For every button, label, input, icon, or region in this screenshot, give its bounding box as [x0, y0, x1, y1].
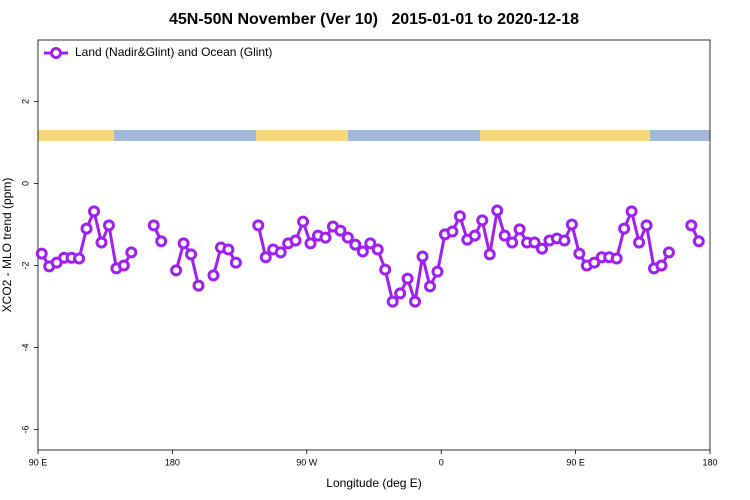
- data-point: [565, 218, 578, 231]
- x-tick-label: 180: [702, 457, 717, 467]
- data-point: [573, 247, 586, 260]
- data-point: [483, 248, 496, 261]
- x-tick-label: 90 E: [566, 457, 585, 467]
- y-tick-label: 0: [20, 181, 30, 186]
- data-point: [625, 205, 638, 218]
- land-ocean-strip: [38, 130, 710, 141]
- data-point: [409, 295, 422, 308]
- data-point: [453, 210, 466, 223]
- data-point: [685, 219, 698, 232]
- data-point: [304, 237, 317, 250]
- data-point: [102, 219, 115, 232]
- data-point: [468, 229, 481, 242]
- y-axis-label: XCO2 - MLO trend (ppm): [0, 178, 14, 313]
- data-point: [155, 235, 168, 248]
- data-point: [431, 265, 444, 278]
- data-point: [476, 214, 489, 227]
- data-point: [185, 248, 198, 261]
- data-point: [364, 237, 377, 250]
- data-point: [80, 222, 93, 235]
- data-point: [371, 243, 384, 256]
- series-line: [174, 241, 200, 286]
- data-point: [498, 229, 511, 242]
- data-point: [229, 256, 242, 269]
- data-point: [297, 215, 310, 228]
- data-point: [88, 205, 100, 218]
- data-point: [588, 256, 601, 269]
- data-point: [424, 280, 436, 293]
- data-point: [536, 242, 548, 255]
- data-point: [170, 264, 183, 277]
- data-point: [125, 246, 138, 259]
- data-point: [394, 287, 407, 300]
- data-point: [73, 252, 86, 265]
- chart-title: 45N-50N November (Ver 10) 2015-01-01 to …: [169, 11, 579, 28]
- data-point: [207, 269, 220, 282]
- data-point: [513, 223, 526, 236]
- data-point: [401, 272, 414, 285]
- x-tick-label: 90 W: [296, 457, 318, 467]
- plot-frame: [37, 39, 711, 451]
- data-point: [319, 231, 332, 244]
- data-point: [334, 224, 347, 237]
- data-point: [640, 219, 653, 232]
- data-point: [446, 225, 459, 238]
- data-point: [341, 231, 354, 244]
- legend-label: Land (Nadir&Glint) and Ocean (Glint): [75, 45, 272, 59]
- land: [38, 130, 114, 141]
- data-point: [662, 246, 675, 259]
- data-point: [95, 236, 108, 249]
- data-point: [633, 236, 646, 249]
- land: [256, 130, 348, 141]
- x-tick-label: 180: [165, 457, 180, 467]
- data-point: [528, 236, 541, 249]
- data-point: [610, 252, 623, 265]
- data-point: [147, 219, 160, 232]
- x-axis-label: Longitude (deg E): [326, 476, 421, 490]
- land: [480, 130, 650, 141]
- x-tick-label: 90 E: [29, 457, 48, 467]
- data-point: [692, 235, 705, 248]
- data-point: [252, 219, 265, 232]
- data-point: [222, 243, 235, 256]
- ocean: [38, 130, 710, 141]
- data-point: [274, 246, 287, 259]
- data-point: [35, 247, 48, 260]
- y-tick-label: -2: [20, 261, 30, 269]
- data-point: [117, 259, 130, 272]
- data-point: [416, 250, 429, 263]
- data-point: [506, 236, 519, 249]
- data-point: [356, 245, 369, 258]
- data-point: [491, 204, 504, 217]
- legend-marker: [50, 47, 62, 59]
- data-point: [349, 238, 362, 251]
- data-point: [386, 295, 399, 308]
- y-tick-label: -6: [20, 425, 30, 433]
- y-tick-label: -4: [20, 343, 30, 351]
- data-point: [192, 279, 205, 292]
- x-tick-label: 0: [439, 457, 444, 467]
- data-point: [618, 222, 631, 235]
- data-point: [177, 237, 190, 250]
- y-tick-label: 2: [20, 99, 30, 104]
- data-point: [655, 259, 668, 272]
- data-point: [289, 234, 302, 247]
- data-point: [379, 263, 392, 276]
- data-point: [259, 251, 272, 264]
- data-point: [558, 234, 571, 247]
